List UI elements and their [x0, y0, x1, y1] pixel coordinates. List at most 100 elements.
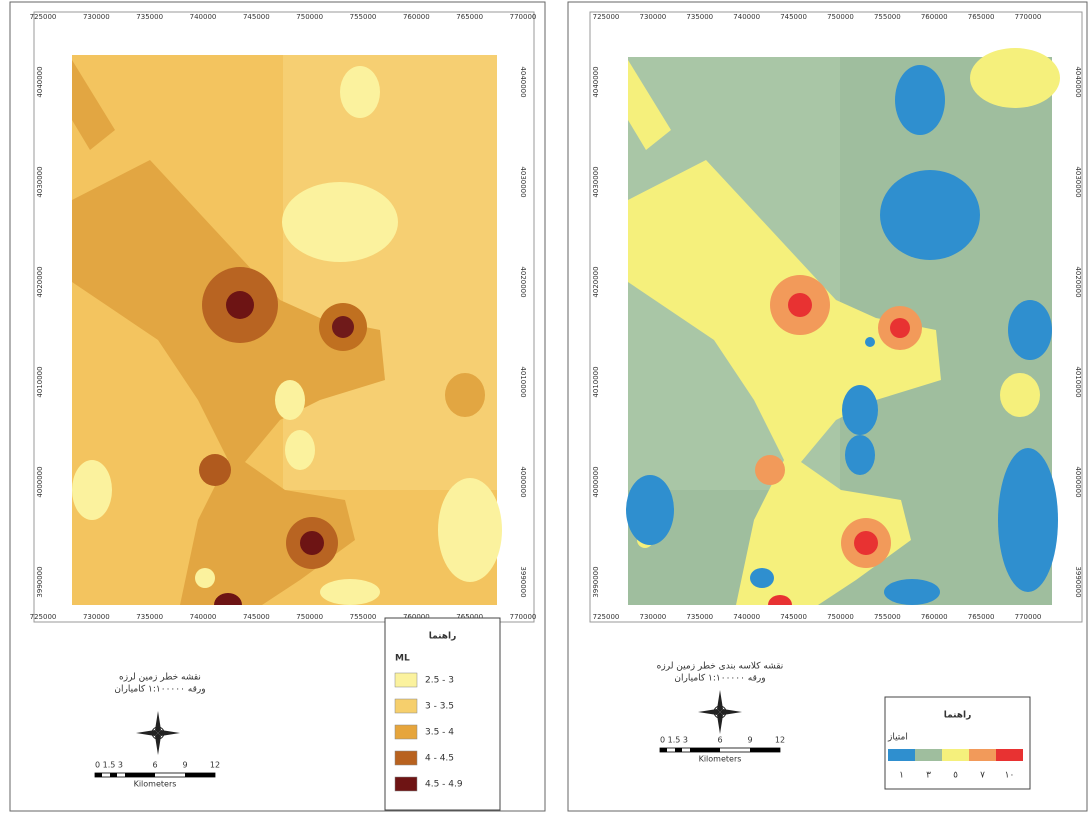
- y-coord-label: 4010000: [592, 366, 600, 397]
- legend-swatch: [942, 749, 969, 761]
- x-coord-label: 735000: [686, 613, 713, 621]
- y-coord-label: 4030000: [519, 166, 527, 197]
- scale-unit: Kilometers: [699, 755, 742, 764]
- y-coord-label: 3990000: [1074, 566, 1082, 597]
- scale-label: 0 1.5 3: [660, 736, 688, 745]
- y-coord-label: 4000000: [36, 466, 44, 497]
- legend-label: ١٠: [1005, 771, 1015, 781]
- legend-label: 4.5 - 4.9: [425, 780, 463, 790]
- scale-bar-segment: [690, 748, 720, 752]
- x-coord-label: 750000: [296, 613, 323, 621]
- legend-label: ١: [899, 771, 904, 781]
- x-coord-label: 760000: [921, 13, 948, 21]
- x-coord-label: 765000: [456, 613, 483, 621]
- north-arrow: [698, 690, 742, 734]
- y-coord-label: 4030000: [1074, 166, 1082, 197]
- map-subtitle: ورقه ۱:۱۰۰۰۰۰ کامیاران: [114, 685, 205, 695]
- scale-bar-segment: [660, 748, 667, 752]
- legend-heading: ML: [395, 654, 410, 664]
- x-coord-label: 750000: [827, 613, 854, 621]
- scale-bar-segment: [185, 773, 215, 777]
- x-coord-label: 750000: [827, 13, 854, 21]
- legend-label: 3.5 - 4: [425, 728, 454, 738]
- x-coord-label: 760000: [403, 13, 430, 21]
- scale-label: 9: [747, 736, 752, 745]
- y-coord-label: 4040000: [519, 66, 527, 97]
- right-map: [626, 48, 1060, 605]
- scale-bar-segment: [110, 773, 117, 777]
- legend-swatch: [394, 672, 418, 688]
- legend-label: ٧: [980, 771, 985, 781]
- x-coord-label: 725000: [593, 613, 620, 621]
- x-coord-label: 725000: [30, 613, 57, 621]
- x-coord-label: 755000: [874, 613, 901, 621]
- x-coord-label: 725000: [30, 13, 57, 21]
- x-coord-label: 740000: [733, 13, 760, 21]
- y-coord-label: 4000000: [519, 466, 527, 497]
- legend-swatch: [394, 750, 418, 766]
- north-arrow: [136, 711, 180, 755]
- scale-label: 0 1.5 3: [95, 761, 123, 770]
- x-coord-label: 745000: [243, 13, 270, 21]
- x-coord-label: 765000: [968, 613, 995, 621]
- scale-unit: Kilometers: [134, 780, 177, 789]
- map-title: نقشه کلاسه بندی خطر زمین لرزه: [657, 662, 784, 672]
- x-coord-label: 730000: [83, 613, 110, 621]
- legend-heading: امتیاز: [887, 733, 908, 743]
- x-coord-label: 755000: [874, 13, 901, 21]
- left-map: [72, 55, 502, 605]
- y-coord-label: 4040000: [592, 66, 600, 97]
- x-coord-label: 735000: [136, 613, 163, 621]
- scale-label: 12: [210, 761, 220, 770]
- legend-swatch: [888, 749, 915, 761]
- legend-title: راهنما: [429, 632, 457, 642]
- x-coord-label: 770000: [1015, 613, 1042, 621]
- x-coord-label: 725000: [593, 13, 620, 21]
- right-neatline: [589, 11, 1083, 623]
- left-neatline: [33, 11, 535, 623]
- y-coord-label: 3990000: [519, 566, 527, 597]
- x-coord-label: 745000: [780, 613, 807, 621]
- x-coord-label: 765000: [968, 13, 995, 21]
- x-coord-label: 745000: [780, 13, 807, 21]
- scale-bar-segment: [675, 748, 682, 752]
- x-coord-label: 735000: [136, 13, 163, 21]
- scale-bar-segment: [95, 773, 102, 777]
- legend-title: راهنما: [944, 711, 972, 721]
- legend-swatch: [969, 749, 996, 761]
- legend-swatch: [394, 698, 418, 714]
- y-coord-label: 4000000: [592, 466, 600, 497]
- x-coord-label: 740000: [190, 613, 217, 621]
- y-coord-label: 4010000: [519, 366, 527, 397]
- y-coord-label: 4020000: [36, 266, 44, 297]
- scale-label: 9: [182, 761, 187, 770]
- legend-swatch: [996, 749, 1023, 761]
- scale-bar-segment: [125, 773, 155, 777]
- y-coord-label: 4020000: [592, 266, 600, 297]
- x-coord-label: 730000: [83, 13, 110, 21]
- x-coord-label: 730000: [640, 13, 667, 21]
- left-frame: [9, 1, 546, 812]
- legend-label: 4 - 4.5: [425, 754, 454, 764]
- x-coord-label: 745000: [243, 613, 270, 621]
- y-coord-label: 4010000: [36, 366, 44, 397]
- x-coord-label: 770000: [510, 613, 537, 621]
- legend-label: 3 - 3.5: [425, 702, 454, 712]
- map-title: نقشه خطر زمین لرزه: [119, 673, 201, 683]
- scale-bar-segment: [750, 748, 780, 752]
- y-coord-label: 4020000: [1074, 266, 1082, 297]
- x-coord-label: 735000: [686, 13, 713, 21]
- legend-label: 2.5 - 3: [425, 676, 454, 686]
- scale-label: 6: [152, 761, 157, 770]
- map-subtitle: ورقه ۱:۱۰۰۰۰۰ کامیاران: [674, 674, 765, 684]
- x-coord-label: 755000: [350, 13, 377, 21]
- y-coord-label: 4000000: [1074, 466, 1082, 497]
- legend-box: [884, 696, 1031, 790]
- x-coord-label: 765000: [456, 13, 483, 21]
- y-coord-label: 4010000: [1074, 366, 1082, 397]
- legend: راهنما امتیاز ١ ٣ ٥ ٧ ١٠: [884, 696, 1031, 790]
- x-coord-label: 750000: [296, 13, 323, 21]
- legend-label: ٥: [953, 771, 958, 781]
- y-coord-label: 4030000: [36, 166, 44, 197]
